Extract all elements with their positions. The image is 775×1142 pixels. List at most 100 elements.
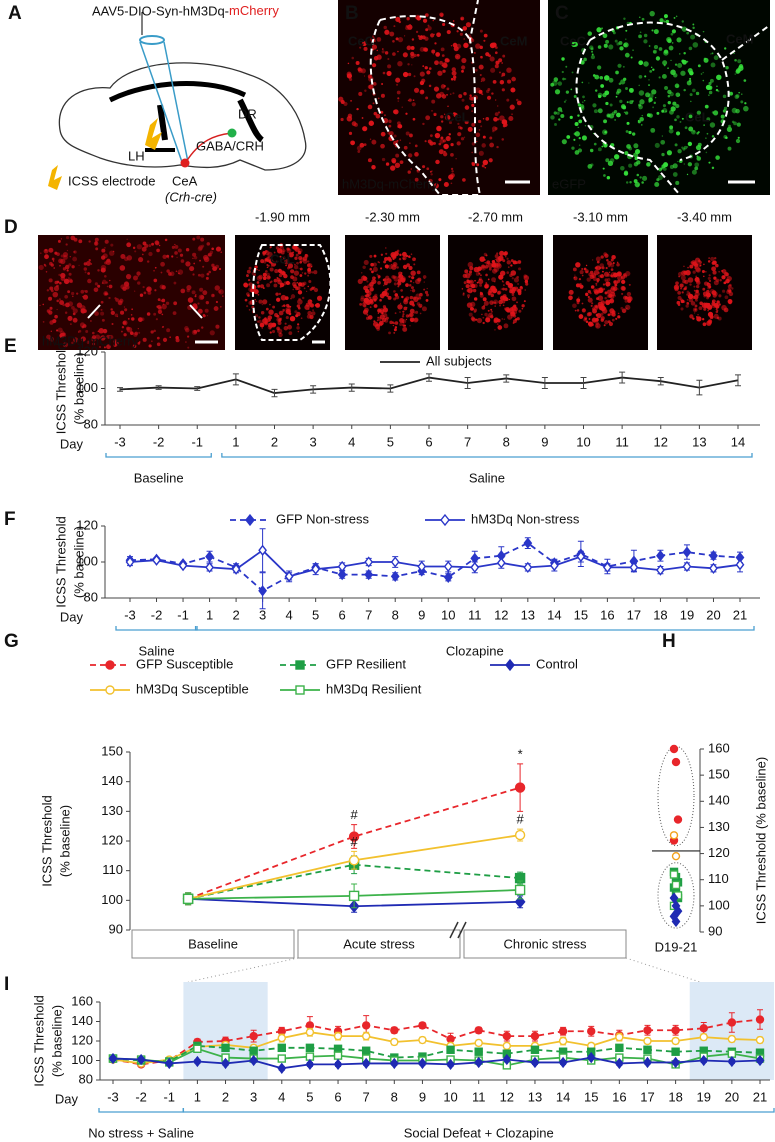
y-tick-label: 80 [84,416,98,431]
cell [126,255,133,261]
stain-label: eGFP [552,176,586,191]
cell [399,160,404,165]
cell [316,295,323,301]
marker [178,559,188,572]
cell [52,291,59,298]
cell [104,274,107,278]
cell [270,246,272,248]
panel-label: G [4,631,19,652]
cell [479,291,482,294]
marker [446,1034,455,1044]
cell [54,251,58,255]
cell [46,289,50,292]
x-tick-label: 4 [348,434,355,449]
cell [553,111,557,115]
cell [720,114,725,119]
cell [667,100,671,105]
cell [385,275,390,280]
cell [397,124,403,129]
cell [430,173,433,176]
cell [723,307,729,313]
cell [165,301,170,306]
x-tick-label: 18 [668,1089,682,1104]
injection [48,12,237,190]
cell [608,44,614,50]
cell [419,292,423,297]
cell [269,319,271,322]
cell [604,291,608,295]
arrow [189,304,203,319]
cell [737,136,740,139]
cell [94,282,99,286]
cell [438,149,444,155]
cell [54,314,58,319]
cell [662,60,668,66]
cell [511,277,514,280]
cell [52,260,55,262]
cell [260,284,265,289]
cell [368,296,372,300]
cell [603,75,610,81]
cell [503,284,505,286]
cell [509,289,514,294]
cell [406,45,412,51]
cell [369,138,372,140]
marker [671,915,681,928]
cell [484,261,487,264]
cell [403,35,406,37]
cell [658,47,663,51]
cell [283,273,288,279]
panel-label: C [555,3,569,24]
cell [211,247,214,251]
cell [648,113,653,118]
marker [364,556,374,568]
cell [161,326,164,329]
cell [264,250,270,256]
cell [124,256,129,262]
cell [500,295,506,301]
cell [357,68,363,73]
cell [257,293,260,296]
cell [446,29,451,35]
cell [290,297,292,300]
cell [482,135,486,139]
cell [480,125,483,128]
cell [694,277,700,283]
cannula-line [139,41,183,163]
cell [587,289,591,294]
cell [429,170,432,173]
cell [702,318,705,321]
cell [415,310,419,314]
cell [481,264,486,269]
cell [703,303,707,306]
significance-label: # [516,812,524,827]
marker [277,1043,286,1053]
cell [482,321,485,325]
cell [576,298,581,303]
cell [652,68,655,71]
cell [313,286,316,289]
cell [499,71,501,74]
x-tick-label: -2 [153,434,165,449]
cell [292,281,297,287]
cell [91,335,97,340]
cell [636,160,641,165]
cell [264,321,268,325]
cell [281,305,284,307]
cell [426,167,430,171]
cell [45,271,48,273]
cell [653,101,656,105]
cell [397,278,402,283]
x-tick-label: 6 [425,434,432,449]
cell [258,269,260,272]
cell [712,270,717,275]
cell [690,34,696,40]
cell [479,74,482,77]
marker [295,660,305,670]
legend-label: hM3Dq Susceptible [136,681,249,696]
cell [171,255,174,258]
marker [390,556,400,568]
cell [413,75,416,78]
cell [424,140,427,143]
cell [419,71,425,77]
